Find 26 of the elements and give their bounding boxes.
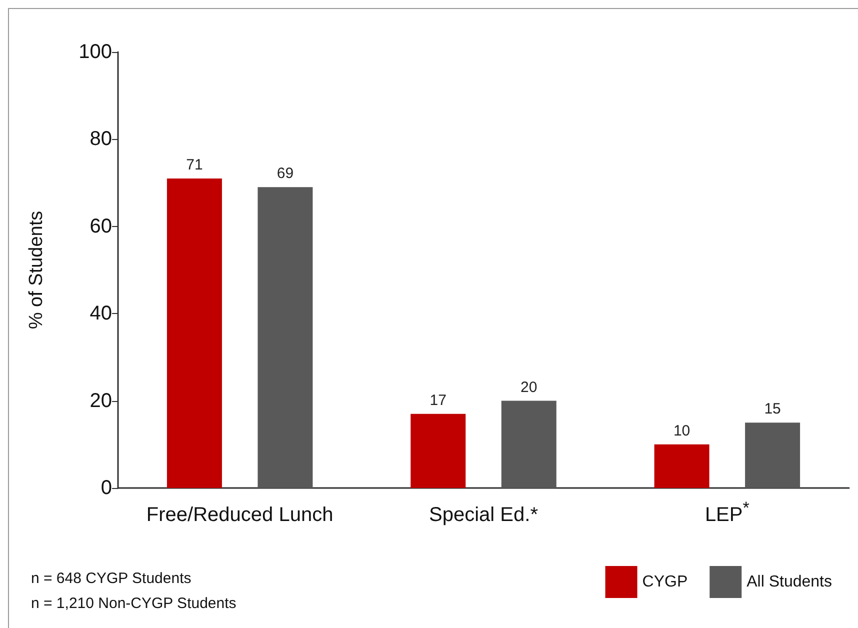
bar — [410, 414, 466, 488]
text: n = 1,210 Non-CYGP Students — [31, 595, 236, 612]
y-tick-label: 20 — [90, 390, 112, 412]
bar — [654, 444, 710, 488]
bar — [501, 400, 556, 488]
y-tick-label: 60 — [90, 215, 112, 238]
y-tick-label: 40 — [90, 302, 112, 325]
y-tick-label: 100 — [78, 41, 112, 63]
data-label: 20 — [520, 378, 538, 396]
data-label: 71 — [186, 156, 203, 174]
y-tick-label: 80 — [90, 128, 112, 150]
x-tick-label: LEP$^{*}$ — [704, 498, 750, 527]
x-tick-label: Special Ed.* — [429, 503, 538, 527]
y-tick-label: 0 — [100, 477, 112, 499]
legend-label: All Students — [746, 574, 832, 590]
data-label: 17 — [430, 392, 446, 409]
text: n = 648 CYGP Students — [31, 570, 192, 587]
bar — [745, 422, 800, 488]
bar — [166, 178, 222, 488]
legend-label: CYGP — [642, 574, 688, 590]
data-label: 15 — [764, 400, 781, 418]
y-axis-title: % of Students — [26, 210, 47, 330]
bar — [258, 187, 313, 488]
data-label: 10 — [673, 422, 690, 440]
x-tick-label: Free/Reduced Lunch — [146, 503, 334, 527]
data-label: 69 — [276, 165, 294, 182]
